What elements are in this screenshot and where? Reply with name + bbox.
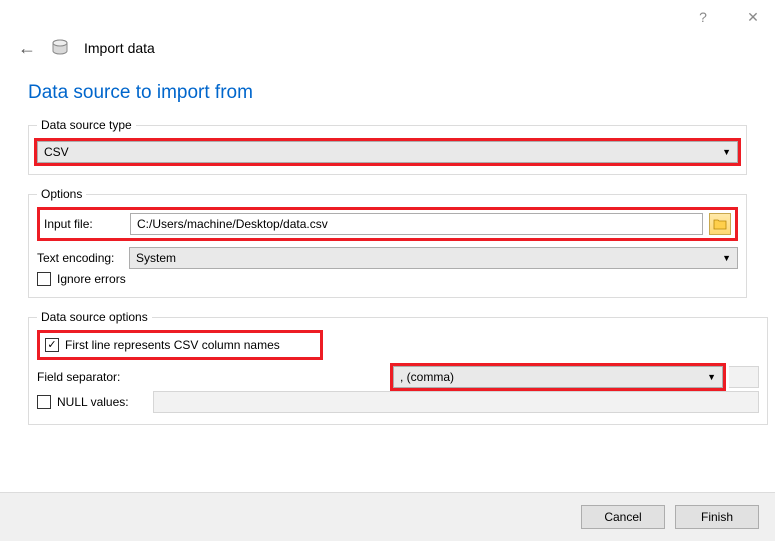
field-separator-extra[interactable] bbox=[729, 366, 759, 388]
header: ← Import data bbox=[0, 34, 775, 72]
input-file-label: Input file: bbox=[44, 217, 124, 231]
header-title: Import data bbox=[84, 40, 155, 56]
field-separator-label: Field separator: bbox=[37, 370, 387, 384]
input-file-row: Input file: C:/Users/machine/Desktop/dat… bbox=[37, 207, 738, 241]
cancel-button[interactable]: Cancel bbox=[581, 505, 665, 529]
group-data-source-type: Data source type CSV ▼ bbox=[28, 118, 747, 175]
input-file-value: C:/Users/machine/Desktop/data.csv bbox=[137, 217, 328, 231]
null-values-row: NULL values: bbox=[37, 391, 759, 413]
field-separator-combo[interactable]: , (comma) ▼ bbox=[393, 366, 723, 388]
group-data-source-options: Data source options ✓ First line represe… bbox=[28, 310, 768, 425]
titlebar: ? ✕ bbox=[0, 0, 775, 34]
first-line-label: First line represents CSV column names bbox=[65, 338, 280, 352]
database-icon bbox=[50, 38, 70, 58]
chevron-down-icon: ▼ bbox=[722, 253, 731, 263]
group-data-source-options-legend: Data source options bbox=[37, 310, 152, 324]
ignore-errors-row: Ignore errors bbox=[37, 272, 738, 286]
group-options: Options Input file: C:/Users/machine/Des… bbox=[28, 187, 747, 298]
close-icon[interactable]: ✕ bbox=[739, 3, 767, 31]
page-title: Data source to import from bbox=[28, 82, 747, 104]
field-separator-row: Field separator: , (comma) ▼ bbox=[37, 366, 759, 388]
null-values-label: NULL values: bbox=[57, 395, 147, 409]
null-values-checkbox[interactable] bbox=[37, 395, 51, 409]
ignore-errors-checkbox[interactable] bbox=[37, 272, 51, 286]
group-options-legend: Options bbox=[37, 187, 86, 201]
chevron-down-icon: ▼ bbox=[722, 147, 731, 157]
field-separator-value: , (comma) bbox=[400, 370, 454, 384]
null-values-field[interactable] bbox=[153, 391, 759, 413]
footer: Cancel Finish bbox=[0, 493, 775, 541]
content-area: Data source to import from Data source t… bbox=[0, 82, 775, 425]
text-encoding-row: Text encoding: System ▼ bbox=[37, 247, 738, 269]
ignore-errors-label: Ignore errors bbox=[57, 272, 126, 286]
folder-icon bbox=[713, 218, 727, 230]
data-source-type-combo[interactable]: CSV ▼ bbox=[37, 141, 738, 163]
text-encoding-label: Text encoding: bbox=[37, 251, 123, 265]
chevron-down-icon: ▼ bbox=[707, 372, 716, 382]
first-line-row: ✓ First line represents CSV column names bbox=[37, 330, 323, 360]
input-file-field[interactable]: C:/Users/machine/Desktop/data.csv bbox=[130, 213, 703, 235]
finish-button[interactable]: Finish bbox=[675, 505, 759, 529]
browse-button[interactable] bbox=[709, 213, 731, 235]
back-button[interactable]: ← bbox=[18, 38, 36, 59]
data-source-type-value: CSV bbox=[44, 145, 69, 159]
dialog-window: ? ✕ ← Import data Data source to import … bbox=[0, 0, 775, 541]
text-encoding-value: System bbox=[136, 251, 176, 265]
first-line-checkbox[interactable]: ✓ bbox=[45, 338, 59, 352]
group-data-source-type-legend: Data source type bbox=[37, 118, 136, 132]
help-icon[interactable]: ? bbox=[689, 3, 717, 31]
text-encoding-combo[interactable]: System ▼ bbox=[129, 247, 738, 269]
